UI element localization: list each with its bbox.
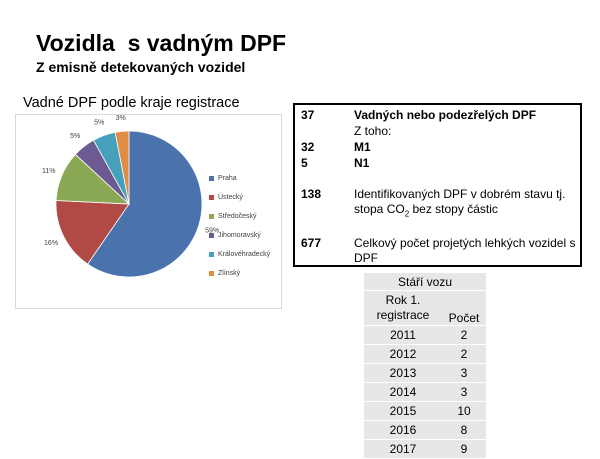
legend-label: Praha xyxy=(218,175,237,182)
table-row: 2017 9 xyxy=(364,439,486,459)
legend-item-jihomoravský: Jihomoravský xyxy=(209,226,270,245)
slide-title: Vozidla s vadným DPF xyxy=(36,30,287,56)
vehicle-age-table: Stáří vozu Rok 1. registrace Počet 2011 2… xyxy=(364,273,486,459)
pie-data-label: 11% xyxy=(42,168,56,175)
chart-legend: Praha Ústecký Středočeský Jihomoravský Králo… xyxy=(209,169,270,283)
legend-swatch xyxy=(209,214,214,219)
pie-slice-praha xyxy=(87,130,203,278)
legend-item-praha: Praha xyxy=(209,169,270,188)
table-row: 2015 10 xyxy=(364,401,486,421)
dpf-summary-box: 37 Vadných nebo podezřelých DPF Z toho: … xyxy=(293,103,582,267)
legend-label: Zlínský xyxy=(218,270,241,277)
legend-swatch xyxy=(209,195,214,200)
pie-chart-area: 59% 16% 11% 5% 5% 3% Praha Ústecký Středočeský J… xyxy=(15,114,282,309)
summary-text: Celkový počet projetých lehkých vozidel … xyxy=(354,236,576,265)
slide-subtitle: Z emisně detekovaných vozidel xyxy=(36,59,246,75)
summary-number: 5 xyxy=(301,156,308,170)
table-row: 2011 2 xyxy=(364,325,486,345)
summary-row-n1: 5 N1 xyxy=(301,156,579,171)
table-row: 2014 3 xyxy=(364,382,486,402)
summary-text: Z toho: xyxy=(354,124,392,138)
legend-label: Středočeský xyxy=(218,213,257,220)
summary-number: 37 xyxy=(301,108,315,122)
legend-label: Jihomoravský xyxy=(218,232,261,239)
age-table-header-year: Rok 1. registrace xyxy=(364,290,442,326)
table-row: 2013 3 xyxy=(364,363,486,383)
table-row: 2016 8 xyxy=(364,420,486,440)
summary-row-m1: 32 M1 xyxy=(301,140,579,155)
summary-number: 677 xyxy=(301,236,322,250)
pie-data-label: 59% xyxy=(205,227,219,234)
age-table-header-count: Počet xyxy=(442,290,486,326)
summary-row-good-state: 138 Identifikovaných DPF v dobrém stavu … xyxy=(301,187,579,221)
summary-row-of-which: Z toho: xyxy=(301,124,579,139)
summary-text: Vadných nebo podezřelých DPF xyxy=(354,108,537,122)
summary-number: 32 xyxy=(301,140,315,154)
legend-swatch xyxy=(209,252,214,257)
pie-slice-zlínský xyxy=(114,130,130,205)
chart-title: Vadné DPF podle kraje registrace xyxy=(23,95,240,111)
legend-item-zlínský: Zlínský xyxy=(209,264,270,283)
legend-item-královéhradecký: Královéhradecký xyxy=(209,245,270,264)
summary-text: M1 xyxy=(354,140,371,154)
pie-data-label: 16% xyxy=(44,240,58,247)
summary-row-total-passed: 677 Celkový počet projetých lehkých vozi… xyxy=(301,236,579,266)
legend-label: Královéhradecký xyxy=(218,251,271,258)
pie-data-label: 3% xyxy=(116,115,126,122)
legend-swatch xyxy=(209,233,214,238)
legend-item-ústecký: Ústecký xyxy=(209,188,270,207)
age-table-title: Stáří vozu xyxy=(364,273,486,291)
table-row: 2012 2 xyxy=(364,344,486,364)
legend-swatch xyxy=(209,271,214,276)
summary-number: 138 xyxy=(301,187,322,201)
legend-label: Ústecký xyxy=(218,194,243,201)
summary-number xyxy=(301,124,354,139)
pie-slice-ústecký xyxy=(55,200,130,265)
legend-item-středočeský: Středočeský xyxy=(209,207,270,226)
pie-chart: 59% 16% 11% 5% 5% 3% xyxy=(42,115,219,278)
pie-data-label: 5% xyxy=(70,133,80,140)
legend-swatch xyxy=(209,176,214,181)
summary-text: Identifikovaných DPF v dobrém stavu tj. … xyxy=(354,187,566,219)
summary-row-total-defective: 37 Vadných nebo podezřelých DPF xyxy=(301,108,579,123)
summary-text: N1 xyxy=(354,156,370,170)
pie-data-label: 5% xyxy=(94,120,104,127)
